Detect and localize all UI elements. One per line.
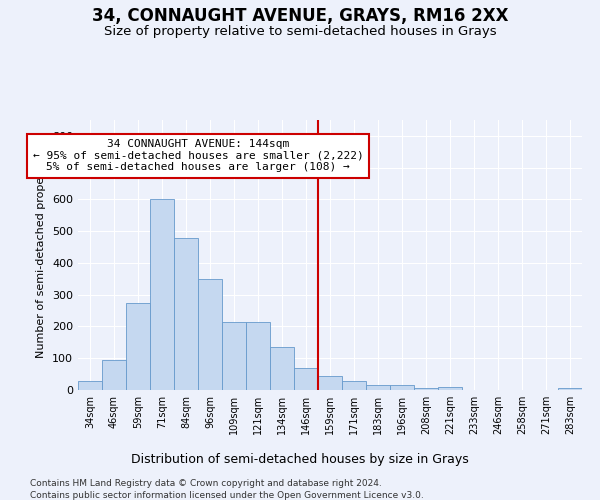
Bar <box>366 385 390 390</box>
Bar <box>150 200 174 390</box>
Bar <box>438 388 462 390</box>
Bar <box>102 360 126 390</box>
Y-axis label: Number of semi-detached properties: Number of semi-detached properties <box>37 152 46 358</box>
Bar <box>222 322 246 390</box>
Text: 34, CONNAUGHT AVENUE, GRAYS, RM16 2XX: 34, CONNAUGHT AVENUE, GRAYS, RM16 2XX <box>92 8 508 26</box>
Bar <box>414 388 438 390</box>
Bar <box>78 381 102 390</box>
Bar <box>342 381 366 390</box>
Bar <box>318 376 342 390</box>
Text: Size of property relative to semi-detached houses in Grays: Size of property relative to semi-detach… <box>104 25 496 38</box>
Text: 34 CONNAUGHT AVENUE: 144sqm
← 95% of semi-detached houses are smaller (2,222)
5%: 34 CONNAUGHT AVENUE: 144sqm ← 95% of sem… <box>32 139 364 172</box>
Bar <box>198 279 222 390</box>
Bar <box>174 238 198 390</box>
Bar <box>390 385 414 390</box>
Bar <box>294 368 318 390</box>
Bar <box>270 347 294 390</box>
Bar <box>246 322 270 390</box>
Text: Contains HM Land Registry data © Crown copyright and database right 2024.: Contains HM Land Registry data © Crown c… <box>30 479 382 488</box>
Text: Distribution of semi-detached houses by size in Grays: Distribution of semi-detached houses by … <box>131 452 469 466</box>
Bar <box>126 302 150 390</box>
Bar <box>558 388 582 390</box>
Text: Contains public sector information licensed under the Open Government Licence v3: Contains public sector information licen… <box>30 491 424 500</box>
